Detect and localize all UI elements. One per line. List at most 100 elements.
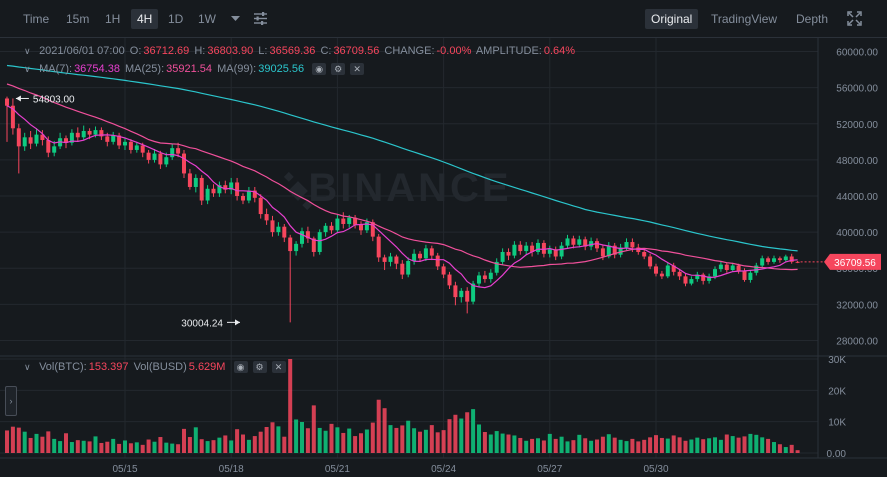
time-tick-label: 05/27 [537, 464, 562, 475]
candle [10, 98, 15, 135]
candle [341, 212, 346, 229]
candle-body [435, 255, 440, 267]
candle-body [34, 134, 39, 144]
eye-icon[interactable]: ◉ [312, 63, 327, 76]
candle [264, 208, 269, 225]
candle [707, 273, 712, 284]
chart-toolbar: Time 15m 1H 4H 1D 1W Original TradingVie… [0, 0, 887, 38]
interval-time[interactable]: Time [23, 12, 50, 26]
expand-icon[interactable] [847, 11, 862, 26]
candle-body [766, 258, 771, 262]
volume-bar [170, 443, 175, 453]
candle [547, 245, 552, 258]
candle [146, 149, 151, 164]
candle [618, 243, 623, 258]
close-icon[interactable]: ✕ [271, 361, 286, 374]
price-chart[interactable]: BINANCE 28000.0032000.0036000.0040000.00… [0, 38, 887, 477]
candle [193, 174, 198, 193]
volume-bar [659, 437, 664, 453]
volume-bar [795, 450, 800, 453]
low-marker-arrow [235, 319, 240, 326]
chevron-down-icon[interactable]: ∨ [24, 362, 31, 372]
chevron-right-icon[interactable]: › [5, 386, 17, 416]
candle [724, 262, 729, 273]
candle [329, 222, 334, 234]
candle [730, 262, 735, 272]
time-tick-label: 05/30 [643, 464, 668, 475]
candle-body [229, 182, 234, 190]
candle-body [353, 217, 358, 225]
ma99-value: 39025.56 [258, 63, 305, 75]
candle-body [536, 242, 540, 252]
volume-bar [211, 440, 216, 453]
candle [777, 256, 782, 263]
view-tradingview[interactable]: TradingView [711, 12, 778, 26]
candle [305, 226, 310, 243]
candle-body [140, 145, 145, 153]
time-axis: 05/15 05/18 05/21 05/24 05/27 05/30 [112, 464, 668, 475]
candle [695, 271, 700, 282]
interval-1w[interactable]: 1W [198, 12, 216, 26]
chart-grid [0, 38, 887, 459]
candle-body [341, 218, 346, 224]
volume-bar [677, 437, 682, 453]
gear-icon[interactable]: ⚙ [331, 63, 346, 76]
candle-body [541, 242, 546, 254]
candle [789, 253, 794, 264]
volume-bar [583, 438, 588, 453]
volume-bar [276, 426, 281, 453]
chevron-down-icon[interactable]: ∨ [24, 46, 31, 56]
volume-bar [282, 436, 287, 453]
candle-body [223, 185, 228, 190]
view-depth[interactable]: Depth [796, 12, 829, 26]
candle [418, 251, 422, 262]
interval-4h[interactable]: 4H [131, 9, 159, 29]
candle-body [359, 224, 363, 231]
candle [382, 254, 387, 271]
close-icon[interactable]: ✕ [350, 63, 365, 76]
interval-1d[interactable]: 1D [168, 12, 184, 26]
ma7-line [6, 105, 798, 289]
candle-body [93, 130, 98, 135]
volume-bar [105, 441, 110, 453]
candle [536, 239, 540, 255]
ma25-line [6, 83, 798, 271]
chevron-down-icon[interactable]: ∨ [24, 64, 31, 74]
candle-body [22, 137, 27, 147]
volume-bar [713, 437, 717, 453]
volume-bar [223, 435, 228, 453]
volume-bar [624, 441, 629, 453]
volume-bar [412, 428, 417, 453]
candle-body [494, 261, 499, 273]
volume-bar [394, 427, 399, 453]
volume-bar [311, 405, 316, 453]
candle-body [81, 130, 86, 138]
candle [465, 287, 470, 314]
candle-body [612, 245, 617, 255]
volume-bar [465, 412, 470, 453]
candle [677, 269, 682, 280]
price-tick-label: 56000.00 [836, 84, 878, 95]
volume-bar [128, 443, 133, 453]
candle [388, 252, 393, 267]
interval-15m[interactable]: 15m [66, 12, 90, 26]
candle [772, 255, 776, 264]
candle-body [64, 138, 68, 143]
chevron-down-icon[interactable] [230, 14, 241, 23]
eye-icon[interactable]: ◉ [233, 361, 248, 374]
gear-icon[interactable]: ⚙ [252, 361, 267, 374]
candle-body [600, 248, 605, 257]
volume-bar [406, 420, 411, 453]
view-original[interactable]: Original [645, 9, 699, 29]
interval-1h[interactable]: 1H [105, 12, 121, 26]
volume-bar [783, 447, 788, 453]
volume-bar [46, 431, 51, 453]
sliders-icon[interactable] [253, 11, 268, 26]
open-label: O: [129, 45, 142, 57]
volume-bar [559, 436, 564, 453]
volume-bar [766, 438, 771, 453]
candle-body [471, 283, 476, 302]
ma99-label: MA(99): [217, 63, 257, 75]
volume-bar [506, 434, 511, 453]
volume-bar [589, 440, 594, 453]
